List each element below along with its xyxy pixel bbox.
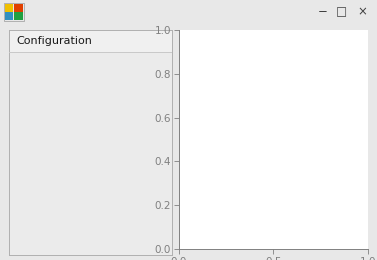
Bar [5,4,13,12]
Text: −: − [317,5,327,18]
Bar [14,12,23,20]
Bar [14,4,23,12]
Bar [4,3,24,21]
Text: □: □ [336,5,347,18]
Text: Configuration: Configuration [16,36,92,46]
Text: ×: × [358,5,368,18]
Bar [5,12,13,20]
